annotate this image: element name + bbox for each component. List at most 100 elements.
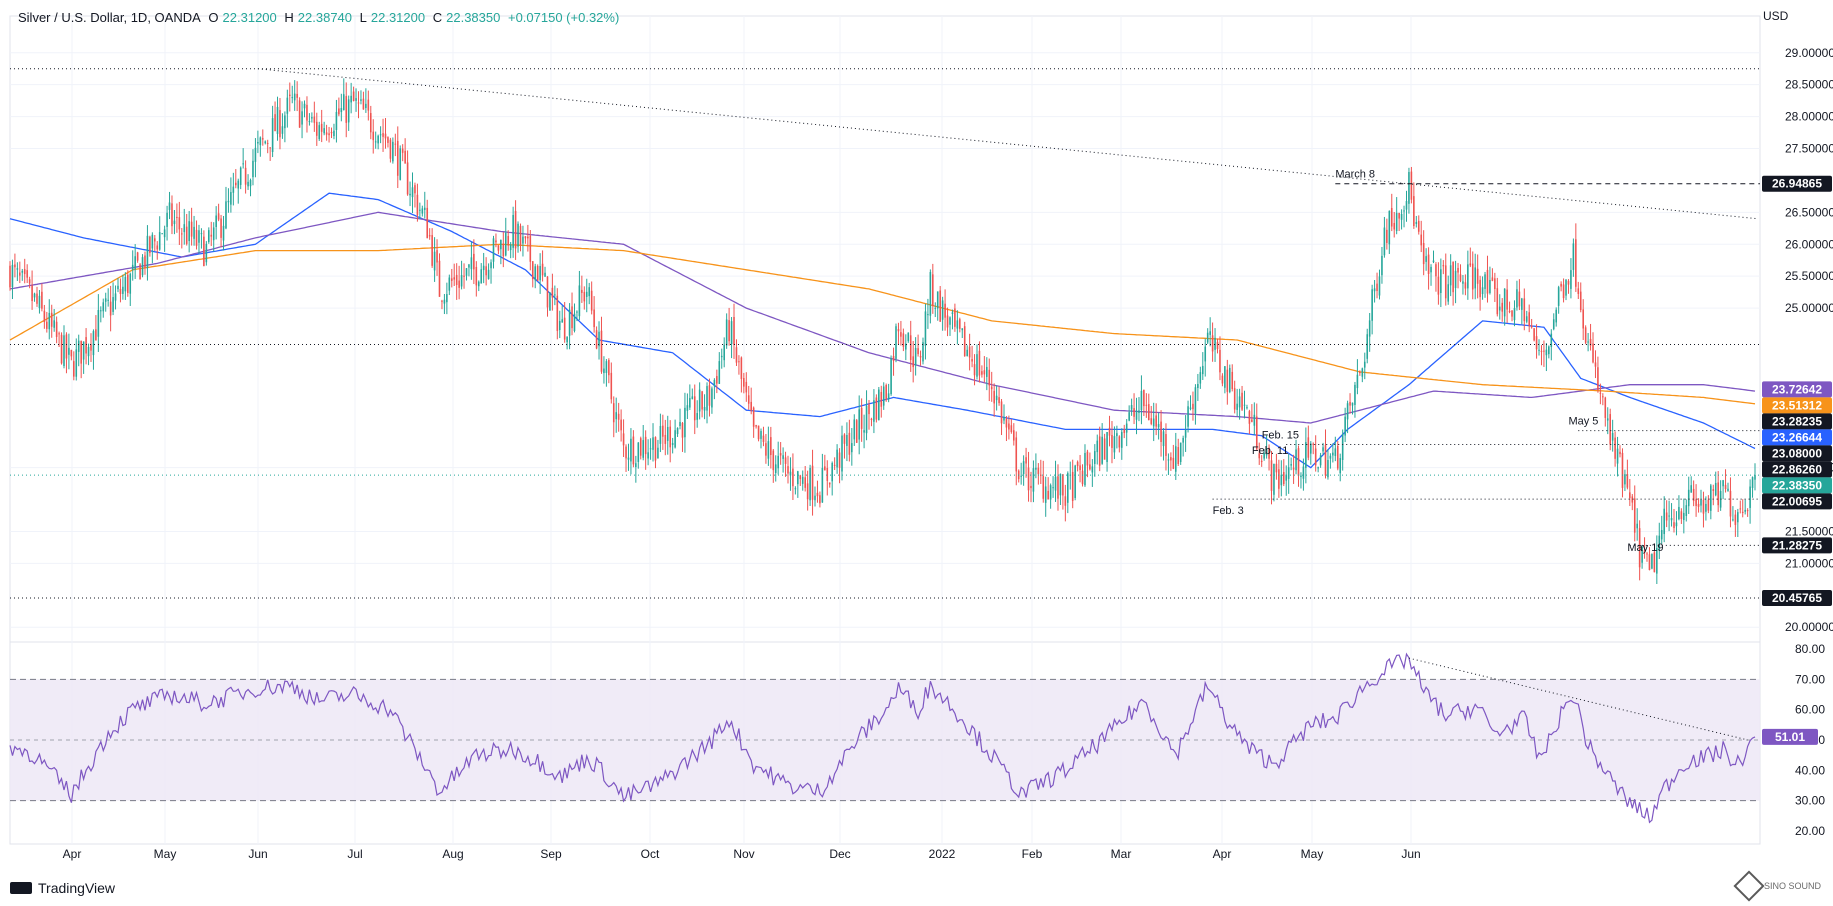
candle-body[interactable] <box>1754 475 1756 480</box>
candle-body[interactable] <box>306 104 308 121</box>
candle-body[interactable] <box>1587 341 1589 343</box>
candle-body[interactable] <box>1562 284 1565 299</box>
candle-body[interactable] <box>1226 369 1229 392</box>
candle-body[interactable] <box>65 334 68 359</box>
candle-body[interactable] <box>301 111 303 125</box>
candle-body[interactable] <box>1224 366 1226 388</box>
candle-body[interactable] <box>134 256 136 270</box>
candle-body[interactable] <box>566 336 568 343</box>
candle-body[interactable] <box>1440 269 1442 294</box>
candle-body[interactable] <box>1187 406 1189 427</box>
candle-body[interactable] <box>1437 276 1440 295</box>
candle-body[interactable] <box>1145 404 1148 406</box>
candle-body[interactable] <box>1415 221 1418 224</box>
candle-body[interactable] <box>750 401 752 411</box>
candle-body[interactable] <box>239 167 242 185</box>
candle-body[interactable] <box>649 448 652 450</box>
candle-body[interactable] <box>1506 289 1508 310</box>
candle-body[interactable] <box>652 437 654 450</box>
candle-body[interactable] <box>217 213 220 220</box>
candle-body[interactable] <box>1702 499 1705 514</box>
candle-body[interactable] <box>1160 421 1162 442</box>
candle-body[interactable] <box>973 364 976 376</box>
candle-body[interactable] <box>212 227 215 241</box>
candle-body[interactable] <box>826 468 829 481</box>
candle-body[interactable] <box>387 137 389 143</box>
candle-body[interactable] <box>549 292 551 311</box>
candle-body[interactable] <box>1467 264 1469 289</box>
candle-body[interactable] <box>470 257 473 270</box>
candle-body[interactable] <box>1489 280 1491 294</box>
candle-body[interactable] <box>637 442 640 462</box>
candle-body[interactable] <box>1005 418 1008 428</box>
candle-body[interactable] <box>502 243 505 257</box>
candle-body[interactable] <box>851 443 853 453</box>
candle-body[interactable] <box>814 495 816 501</box>
candle-body[interactable] <box>131 264 134 270</box>
candle-body[interactable] <box>939 290 941 322</box>
candle-body[interactable] <box>1651 554 1653 569</box>
candle-body[interactable] <box>1538 349 1540 351</box>
candle-body[interactable] <box>1548 346 1550 355</box>
candle-body[interactable] <box>782 455 784 459</box>
candle-body[interactable] <box>1113 436 1116 453</box>
candle-body[interactable] <box>1209 331 1211 335</box>
candle-body[interactable] <box>824 466 826 471</box>
candle-body[interactable] <box>1359 372 1361 374</box>
candle-body[interactable] <box>897 329 900 332</box>
candle-body[interactable] <box>1214 337 1216 350</box>
candle-body[interactable] <box>1570 270 1572 289</box>
candle-body[interactable] <box>1479 279 1481 298</box>
candle-body[interactable] <box>330 131 333 134</box>
candle-body[interactable] <box>409 193 411 196</box>
candle-body[interactable] <box>620 419 622 431</box>
candle-body[interactable] <box>100 310 102 312</box>
candle-body[interactable] <box>1621 452 1624 488</box>
candle-body[interactable] <box>53 320 55 328</box>
candle-body[interactable] <box>1594 362 1597 367</box>
candle-body[interactable] <box>878 389 880 421</box>
candle-body[interactable] <box>1425 256 1427 262</box>
candle-body[interactable] <box>956 320 959 329</box>
moving-average-line[interactable] <box>9 192 1756 469</box>
candle-body[interactable] <box>1729 490 1732 517</box>
candle-body[interactable] <box>1076 461 1079 467</box>
candle-body[interactable] <box>1513 308 1516 321</box>
candle-body[interactable] <box>1265 448 1268 456</box>
candle-body[interactable] <box>1660 530 1663 540</box>
candle-body[interactable] <box>11 264 14 288</box>
candle-body[interactable] <box>1000 401 1003 424</box>
candle-body[interactable] <box>671 442 674 446</box>
candle-body[interactable] <box>1376 283 1378 291</box>
candle-body[interactable] <box>313 116 316 123</box>
candle-body[interactable] <box>1118 436 1121 448</box>
candle-body[interactable] <box>271 118 274 152</box>
candle-body[interactable] <box>632 436 635 465</box>
candle-body[interactable] <box>890 358 892 395</box>
candle-body[interactable] <box>1432 260 1435 263</box>
candle-body[interactable] <box>107 299 109 301</box>
candle-body[interactable] <box>534 266 537 281</box>
candle-body[interactable] <box>922 342 924 362</box>
moving-average-line[interactable] <box>9 243 1756 405</box>
candle-body[interactable] <box>1528 312 1531 326</box>
candle-body[interactable] <box>507 236 510 246</box>
candle-body[interactable] <box>524 236 527 239</box>
candle-body[interactable] <box>1270 460 1273 491</box>
candle-body[interactable] <box>664 434 667 444</box>
candle-body[interactable] <box>473 253 475 270</box>
candle-body[interactable] <box>730 321 733 345</box>
candle-body[interactable] <box>1582 309 1584 329</box>
candle-body[interactable] <box>1108 427 1111 436</box>
candle-body[interactable] <box>119 288 122 294</box>
candle-body[interactable] <box>740 357 743 380</box>
candle-body[interactable] <box>936 291 939 309</box>
candle-body[interactable] <box>1457 267 1459 273</box>
candle-body[interactable] <box>315 121 318 136</box>
candle-body[interactable] <box>576 311 578 313</box>
candle-body[interactable] <box>406 162 409 195</box>
candle-body[interactable] <box>163 229 166 238</box>
candle-body[interactable] <box>1120 432 1123 448</box>
candle-body[interactable] <box>1351 402 1354 406</box>
